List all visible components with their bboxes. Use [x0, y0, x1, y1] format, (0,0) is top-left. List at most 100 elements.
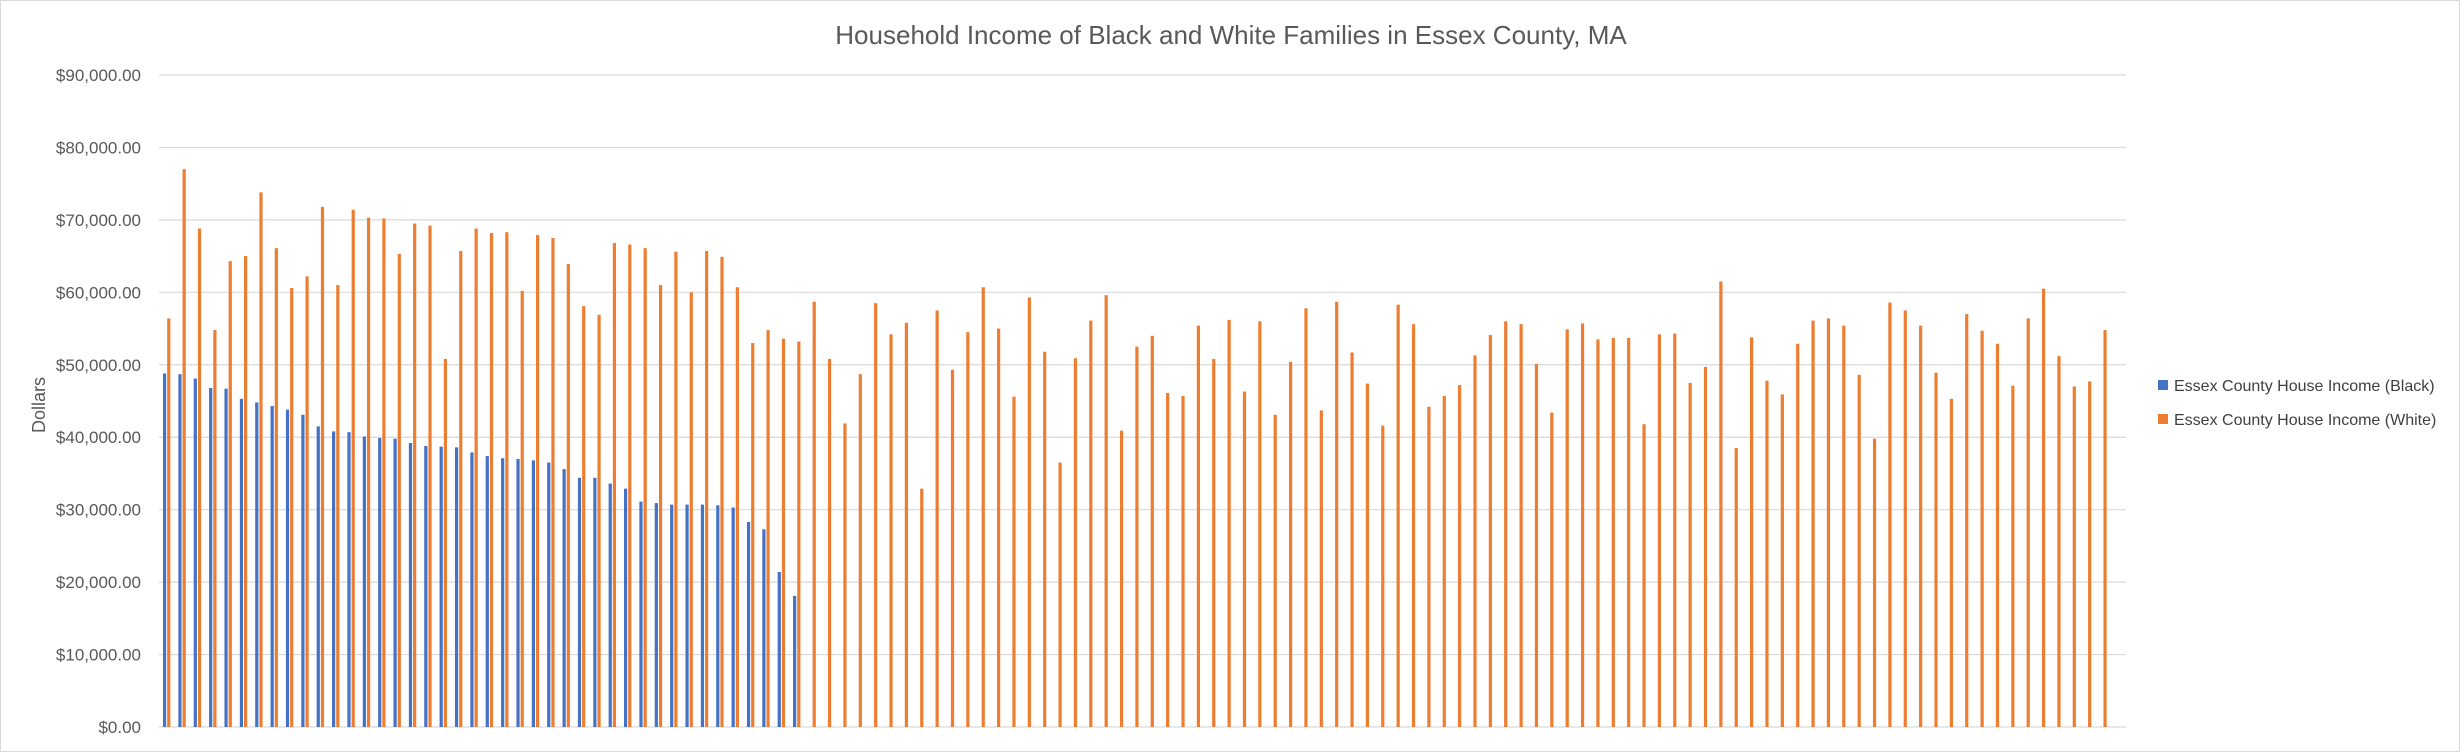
bar-white	[1104, 295, 1108, 727]
bar-white	[689, 292, 693, 727]
bar-white	[1872, 438, 1877, 727]
bar-white	[1565, 329, 1569, 727]
bar-white	[1027, 297, 1031, 727]
bar-white	[1196, 325, 1200, 727]
bar-white	[213, 330, 217, 727]
y-tick-label: $10,000.00	[56, 646, 141, 665]
bar-white	[259, 192, 263, 728]
bar-white	[244, 256, 248, 727]
bar-white	[1258, 321, 1262, 727]
y-tick-label: $40,000.00	[56, 428, 141, 447]
bar-white	[1135, 346, 1139, 727]
bar-white	[981, 287, 985, 727]
bar-white	[1396, 304, 1400, 727]
bar-white	[935, 310, 939, 727]
bar-white	[1596, 339, 1600, 727]
bar-white	[2041, 288, 2046, 727]
bar-white	[489, 232, 494, 727]
bar-black	[178, 374, 182, 727]
bar-black	[700, 504, 705, 727]
bar-white	[612, 243, 617, 727]
bar-black	[746, 521, 751, 727]
bar-white	[305, 276, 309, 727]
bar-white	[1919, 325, 1923, 727]
bar-white	[274, 248, 278, 727]
bar-white	[1043, 351, 1047, 727]
bar-black	[255, 402, 259, 727]
bar-white	[320, 206, 325, 728]
bar-black	[270, 406, 274, 727]
bar-white	[858, 374, 862, 727]
bar-white	[766, 330, 770, 727]
bar-white	[658, 285, 663, 727]
bar-white	[966, 332, 970, 727]
y-tick-label: $30,000.00	[56, 501, 141, 520]
bar-white	[1058, 462, 1062, 727]
legend-label: Essex County House Income (White)	[2174, 412, 2436, 429]
bar-white	[2088, 381, 2092, 727]
bar-black	[777, 571, 781, 727]
bar-white	[751, 343, 755, 727]
legend-swatch	[2158, 414, 2168, 424]
bar-white	[443, 358, 447, 727]
bar-white	[705, 251, 709, 728]
bar-white	[720, 256, 724, 727]
bar-black	[285, 409, 290, 727]
bar-white	[1488, 335, 1492, 727]
y-tick-label: $0.00	[98, 718, 141, 737]
bar-white	[781, 338, 786, 727]
bar-black	[454, 447, 459, 727]
bar-white	[1442, 395, 1446, 727]
bar-white	[505, 232, 509, 727]
bar-white	[735, 287, 739, 727]
bar-white	[1703, 366, 1708, 727]
bar-white	[2072, 386, 2076, 727]
bar-white	[1580, 323, 1585, 727]
bar-white	[197, 228, 202, 727]
bar-black	[547, 462, 551, 727]
bar-white	[1903, 310, 1907, 727]
legend-swatch	[2158, 380, 2168, 390]
bar-black	[378, 437, 382, 727]
bar-white	[1227, 319, 1231, 727]
y-tick-label: $60,000.00	[56, 283, 141, 302]
bar-white	[1842, 325, 1846, 727]
bar-black	[439, 446, 443, 727]
bar-white	[2103, 330, 2107, 727]
bar-black	[485, 456, 489, 727]
bar-white	[1765, 380, 1769, 727]
bar-white	[1995, 343, 2000, 727]
bar-white	[459, 251, 463, 728]
bar-black	[393, 438, 397, 727]
bar-white	[674, 251, 678, 727]
bar-white	[1826, 318, 1831, 727]
bar-black	[316, 426, 320, 727]
bar-white	[1534, 364, 1539, 727]
bar-black	[562, 469, 566, 727]
bar-white	[536, 235, 540, 727]
bar-white	[520, 290, 524, 727]
bar-white	[904, 322, 909, 727]
bar-white	[428, 225, 432, 727]
bar-white	[566, 264, 570, 727]
bar-black	[362, 436, 366, 727]
bar-white	[1811, 320, 1815, 727]
bar-black	[624, 488, 628, 727]
bar-white	[551, 238, 555, 727]
bar-white	[382, 218, 386, 727]
bar-black	[501, 458, 505, 727]
bar-white	[1181, 395, 1185, 727]
bar-white	[628, 244, 632, 727]
bar-white	[827, 358, 832, 727]
y-tick-label: $50,000.00	[56, 356, 141, 375]
bar-black	[716, 505, 720, 727]
bar-white	[1427, 406, 1431, 727]
bar-white	[1673, 333, 1677, 727]
bar-black	[608, 483, 612, 727]
bar-white	[167, 318, 171, 727]
bar-black	[670, 504, 674, 727]
bar-black	[654, 503, 658, 727]
bar-white	[597, 314, 601, 727]
bar-black	[577, 477, 582, 727]
bar-white	[397, 253, 401, 727]
